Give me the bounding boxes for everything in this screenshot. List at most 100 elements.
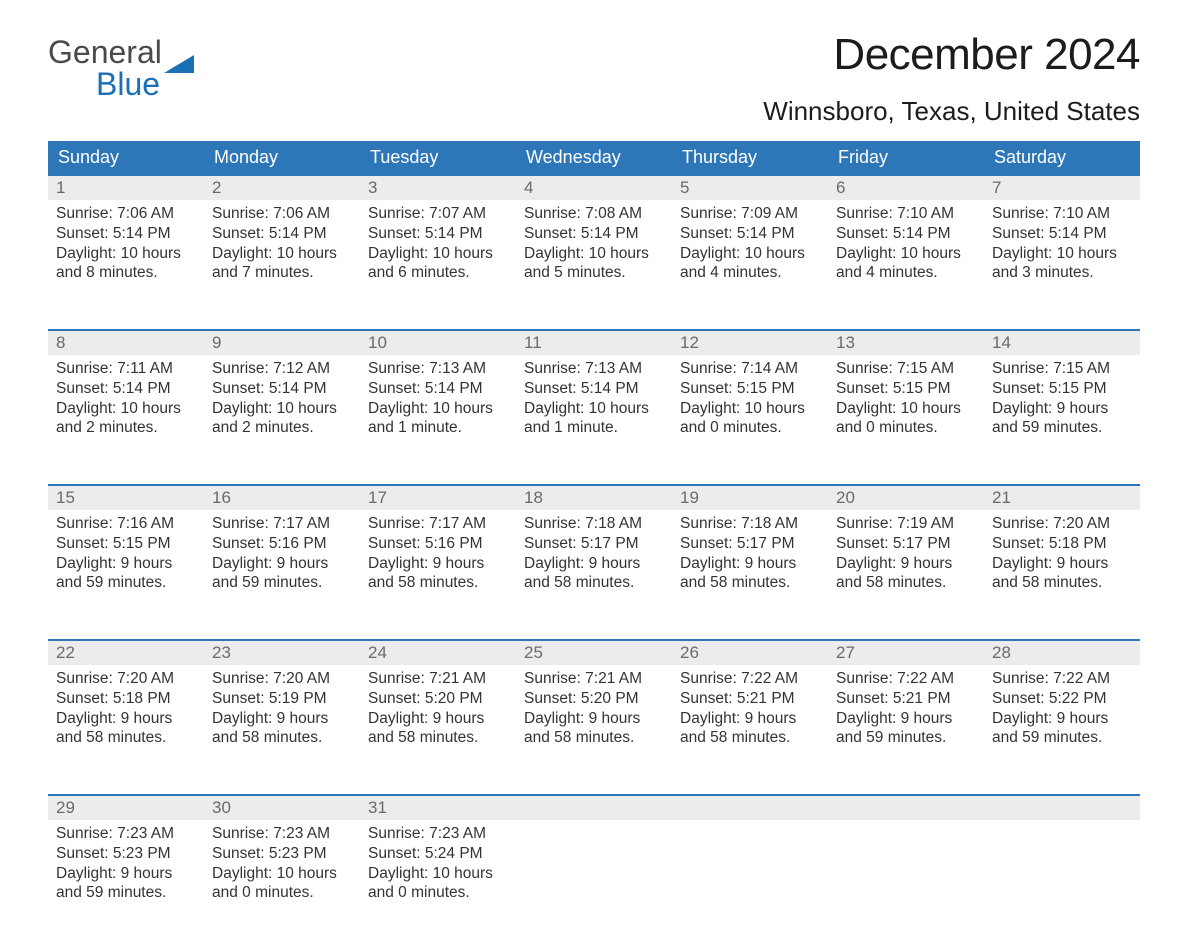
sunset-text: Sunset: 5:14 PM	[680, 224, 820, 244]
sunrise-text: Sunrise: 7:12 AM	[212, 359, 352, 379]
daylight1-text: Daylight: 10 hours	[212, 864, 352, 884]
day-cell: Sunrise: 7:09 AMSunset: 5:14 PMDaylight:…	[672, 200, 828, 330]
daylight2-text: and 2 minutes.	[212, 418, 352, 438]
weekday-header-row: SundayMondayTuesdayWednesdayThursdayFrid…	[48, 141, 1140, 175]
day-cell	[516, 820, 672, 950]
day-cell: Sunrise: 7:14 AMSunset: 5:15 PMDaylight:…	[672, 355, 828, 485]
daylight1-text: Daylight: 10 hours	[368, 399, 508, 419]
daylight2-text: and 58 minutes.	[992, 573, 1132, 593]
sunset-text: Sunset: 5:22 PM	[992, 689, 1132, 709]
daynum-row: 22232425262728	[48, 640, 1140, 665]
daylight1-text: Daylight: 9 hours	[368, 554, 508, 574]
day-number-cell: 7	[984, 175, 1140, 200]
sunrise-text: Sunrise: 7:15 AM	[992, 359, 1132, 379]
day-cell: Sunrise: 7:15 AMSunset: 5:15 PMDaylight:…	[984, 355, 1140, 485]
day-number-cell: 18	[516, 485, 672, 510]
day-number-cell: 13	[828, 330, 984, 355]
day-cell: Sunrise: 7:08 AMSunset: 5:14 PMDaylight:…	[516, 200, 672, 330]
daylight1-text: Daylight: 10 hours	[56, 399, 196, 419]
sunrise-text: Sunrise: 7:10 AM	[992, 204, 1132, 224]
daylight1-text: Daylight: 9 hours	[992, 709, 1132, 729]
daylight2-text: and 58 minutes.	[368, 573, 508, 593]
daylight2-text: and 58 minutes.	[836, 573, 976, 593]
sunrise-text: Sunrise: 7:07 AM	[368, 204, 508, 224]
daylight1-text: Daylight: 10 hours	[680, 244, 820, 264]
day-cell: Sunrise: 7:23 AMSunset: 5:23 PMDaylight:…	[204, 820, 360, 950]
daylight2-text: and 58 minutes.	[56, 728, 196, 748]
sunset-text: Sunset: 5:23 PM	[212, 844, 352, 864]
sunrise-text: Sunrise: 7:16 AM	[56, 514, 196, 534]
daylight2-text: and 59 minutes.	[836, 728, 976, 748]
day-cell: Sunrise: 7:11 AMSunset: 5:14 PMDaylight:…	[48, 355, 204, 485]
weekday-header: Monday	[204, 141, 360, 175]
daylight1-text: Daylight: 10 hours	[836, 399, 976, 419]
daylight2-text: and 6 minutes.	[368, 263, 508, 283]
day-number-cell: 1	[48, 175, 204, 200]
daylight2-text: and 8 minutes.	[56, 263, 196, 283]
daylight2-text: and 7 minutes.	[212, 263, 352, 283]
page-header: General Blue December 2024 Winnsboro, Te…	[48, 30, 1140, 127]
daylight1-text: Daylight: 10 hours	[524, 399, 664, 419]
day-cell: Sunrise: 7:22 AMSunset: 5:21 PMDaylight:…	[828, 665, 984, 795]
day-cell: Sunrise: 7:10 AMSunset: 5:14 PMDaylight:…	[828, 200, 984, 330]
sunset-text: Sunset: 5:20 PM	[368, 689, 508, 709]
day-number-cell: 24	[360, 640, 516, 665]
sunrise-text: Sunrise: 7:22 AM	[992, 669, 1132, 689]
daylight2-text: and 4 minutes.	[680, 263, 820, 283]
sunset-text: Sunset: 5:21 PM	[836, 689, 976, 709]
content-row: Sunrise: 7:20 AMSunset: 5:18 PMDaylight:…	[48, 665, 1140, 795]
daylight1-text: Daylight: 9 hours	[524, 554, 664, 574]
sunset-text: Sunset: 5:14 PM	[368, 224, 508, 244]
daylight2-text: and 58 minutes.	[524, 728, 664, 748]
daylight2-text: and 58 minutes.	[680, 573, 820, 593]
day-cell: Sunrise: 7:21 AMSunset: 5:20 PMDaylight:…	[360, 665, 516, 795]
sunrise-text: Sunrise: 7:14 AM	[680, 359, 820, 379]
sunset-text: Sunset: 5:14 PM	[524, 224, 664, 244]
day-number-cell: 3	[360, 175, 516, 200]
daynum-row: 293031	[48, 795, 1140, 820]
day-number-cell: 17	[360, 485, 516, 510]
weekday-header: Tuesday	[360, 141, 516, 175]
sunrise-text: Sunrise: 7:13 AM	[368, 359, 508, 379]
sunset-text: Sunset: 5:16 PM	[212, 534, 352, 554]
sunrise-text: Sunrise: 7:15 AM	[836, 359, 976, 379]
daynum-row: 15161718192021	[48, 485, 1140, 510]
day-number-cell: 16	[204, 485, 360, 510]
daylight2-text: and 0 minutes.	[836, 418, 976, 438]
weekday-header: Saturday	[984, 141, 1140, 175]
day-cell: Sunrise: 7:13 AMSunset: 5:14 PMDaylight:…	[360, 355, 516, 485]
sunrise-text: Sunrise: 7:08 AM	[524, 204, 664, 224]
sunset-text: Sunset: 5:17 PM	[836, 534, 976, 554]
day-cell: Sunrise: 7:12 AMSunset: 5:14 PMDaylight:…	[204, 355, 360, 485]
sunrise-text: Sunrise: 7:09 AM	[680, 204, 820, 224]
day-cell: Sunrise: 7:16 AMSunset: 5:15 PMDaylight:…	[48, 510, 204, 640]
logo-word-blue: Blue	[48, 68, 194, 100]
weekday-header: Sunday	[48, 141, 204, 175]
daynum-row: 891011121314	[48, 330, 1140, 355]
sunrise-text: Sunrise: 7:13 AM	[524, 359, 664, 379]
sunrise-text: Sunrise: 7:20 AM	[992, 514, 1132, 534]
weekday-header: Wednesday	[516, 141, 672, 175]
daylight2-text: and 0 minutes.	[368, 883, 508, 903]
content-row: Sunrise: 7:16 AMSunset: 5:15 PMDaylight:…	[48, 510, 1140, 640]
day-number-cell: 28	[984, 640, 1140, 665]
daylight2-text: and 59 minutes.	[212, 573, 352, 593]
daylight2-text: and 1 minute.	[368, 418, 508, 438]
day-cell: Sunrise: 7:10 AMSunset: 5:14 PMDaylight:…	[984, 200, 1140, 330]
daylight2-text: and 59 minutes.	[56, 573, 196, 593]
day-number-cell: 6	[828, 175, 984, 200]
daylight1-text: Daylight: 9 hours	[680, 554, 820, 574]
sunset-text: Sunset: 5:19 PM	[212, 689, 352, 709]
daynum-row: 1234567	[48, 175, 1140, 200]
sunset-text: Sunset: 5:14 PM	[56, 224, 196, 244]
day-cell: Sunrise: 7:17 AMSunset: 5:16 PMDaylight:…	[204, 510, 360, 640]
daylight1-text: Daylight: 9 hours	[680, 709, 820, 729]
day-cell: Sunrise: 7:19 AMSunset: 5:17 PMDaylight:…	[828, 510, 984, 640]
day-number-cell: 23	[204, 640, 360, 665]
day-number-cell: 12	[672, 330, 828, 355]
sunset-text: Sunset: 5:15 PM	[680, 379, 820, 399]
daylight1-text: Daylight: 10 hours	[212, 399, 352, 419]
day-number-cell: 29	[48, 795, 204, 820]
sunset-text: Sunset: 5:24 PM	[368, 844, 508, 864]
day-cell: Sunrise: 7:06 AMSunset: 5:14 PMDaylight:…	[204, 200, 360, 330]
